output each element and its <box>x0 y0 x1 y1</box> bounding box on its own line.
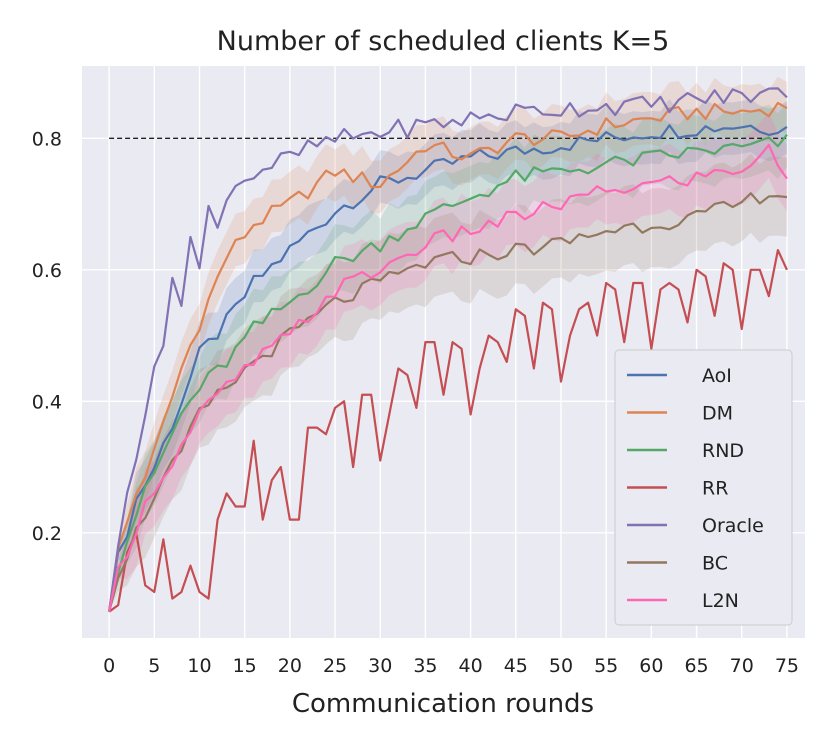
x-tick-label-25: 25 <box>323 655 347 677</box>
series-line-oracle <box>108 87 788 612</box>
band-l2n <box>109 112 787 612</box>
x-tick-label-60: 60 <box>639 655 663 677</box>
legend-label-bc: BC <box>702 553 728 575</box>
x-ticks: 0 5 10 15 20 25 30 35 40 45 50 55 60 65 70 75 <box>103 655 799 677</box>
x-tick-label-15: 15 <box>233 655 257 677</box>
x-tick-label-45: 45 <box>504 655 528 677</box>
series-line-rr <box>108 248 788 613</box>
legend-label-aoi: AoI <box>702 365 732 387</box>
series-line-l2n <box>108 143 788 612</box>
y-tick-label-0-4: 0.4 <box>32 391 62 413</box>
band-rnd <box>109 101 787 612</box>
band-dm <box>109 76 787 612</box>
series-line-dm <box>108 101 788 612</box>
series-lines <box>108 87 788 613</box>
chart-title: Number of scheduled clients K=5 <box>217 26 670 57</box>
band-bc <box>109 153 787 612</box>
y-tick-label-0-6: 0.6 <box>32 260 62 282</box>
legend-label-rnd: RND <box>702 440 744 462</box>
y-ticks: 0.2 0.4 0.6 0.8 <box>32 128 62 544</box>
legend: AoI DM RND RR Oracle BC L2N <box>614 349 793 626</box>
legend-label-dm: DM <box>702 403 733 425</box>
x-axis-label: Communication rounds <box>292 689 594 719</box>
x-tick-label-55: 55 <box>594 655 618 677</box>
x-tick-label-40: 40 <box>459 655 483 677</box>
x-tick-label-30: 30 <box>368 655 392 677</box>
x-tick-label-65: 65 <box>684 655 708 677</box>
legend-label-oracle: Oracle <box>702 515 764 537</box>
series-line-aoi <box>108 124 788 612</box>
x-tick-label-35: 35 <box>413 655 437 677</box>
x-tick-label-70: 70 <box>730 655 754 677</box>
y-tick-label-0-8: 0.8 <box>32 128 62 150</box>
x-tick-label-10: 10 <box>187 655 211 677</box>
x-tick-label-75: 75 <box>775 655 799 677</box>
legend-box <box>614 349 793 626</box>
x-tick-label-20: 20 <box>278 655 302 677</box>
series-line-rnd <box>108 133 788 612</box>
y-tick-label-0-2: 0.2 <box>32 523 62 545</box>
legend-label-l2n: L2N <box>702 590 739 612</box>
x-tick-label-50: 50 <box>549 655 573 677</box>
x-tick-label-0: 0 <box>103 655 115 677</box>
legend-label-rr: RR <box>702 478 728 500</box>
x-tick-label-5: 5 <box>148 655 160 677</box>
